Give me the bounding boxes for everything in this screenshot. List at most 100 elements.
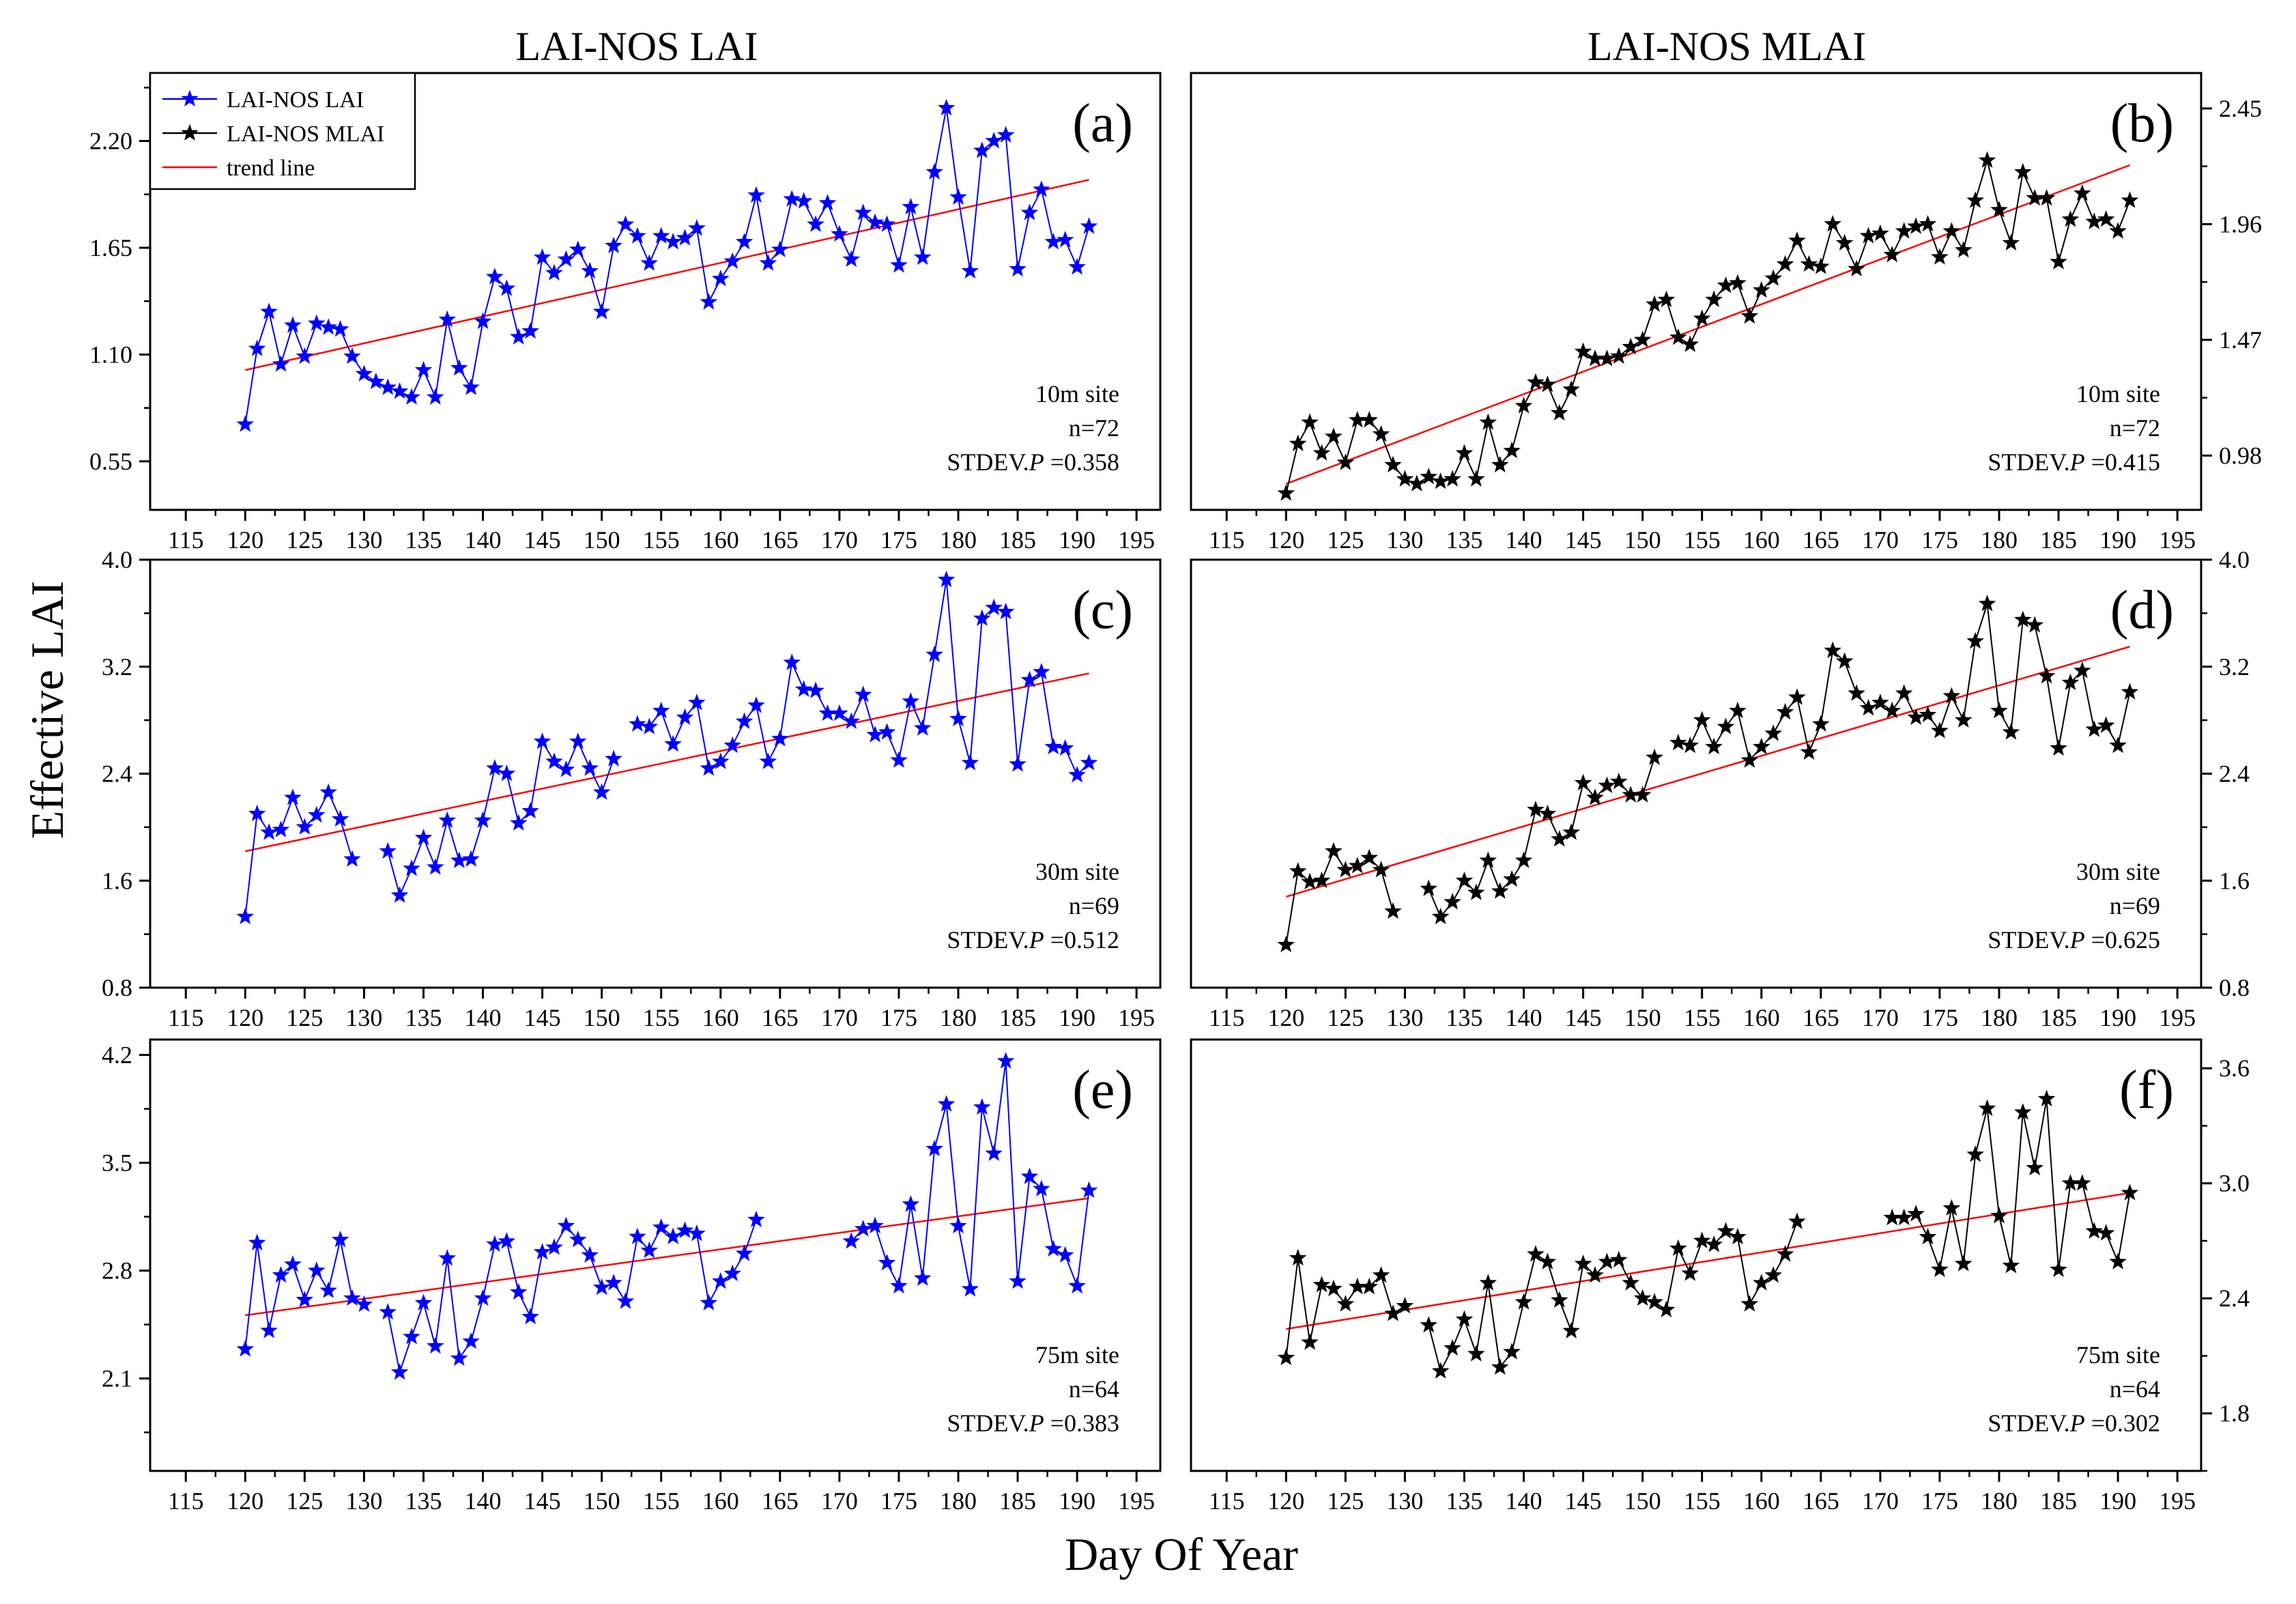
data-point (1503, 870, 1521, 887)
x-tick-label: 135 (1446, 1004, 1482, 1031)
data-point (533, 248, 551, 266)
data-point (735, 233, 754, 250)
data-point (498, 1232, 516, 1249)
data-point (1835, 233, 1854, 250)
data-point (831, 704, 848, 721)
data-point (1455, 871, 1474, 889)
data-point (533, 732, 551, 749)
data-point (379, 842, 397, 859)
data-point (1931, 1260, 1949, 1277)
data-point (2121, 191, 2139, 208)
x-tick-label: 145 (524, 526, 561, 554)
data-point (427, 1336, 444, 1354)
data-point (1301, 1333, 1319, 1350)
x-tick-label: 175 (1921, 1487, 1958, 1515)
x-tick-label: 165 (762, 1487, 799, 1515)
data-point (1360, 1277, 1378, 1295)
data-point (1044, 737, 1063, 755)
data-point (2050, 1260, 2067, 1277)
panel-label: (a) (1072, 94, 1133, 154)
data-point (1812, 715, 1830, 732)
data-point (914, 1269, 932, 1286)
data-point (2002, 723, 2020, 740)
data-point (1312, 871, 1331, 889)
x-tick-label: 190 (2099, 1004, 2136, 1031)
data-point (355, 1295, 373, 1313)
data-point (759, 254, 777, 271)
data-point (450, 358, 468, 376)
y-tick-label: 4.0 (102, 546, 132, 573)
data-point (842, 250, 861, 267)
data-point (2085, 720, 2104, 737)
data-point (1360, 848, 1378, 865)
data-point (2026, 1158, 2043, 1176)
data-point (1717, 276, 1735, 293)
data-point (450, 1349, 468, 1366)
data-point (996, 1052, 1015, 1069)
data-point (438, 1249, 457, 1266)
data-point (1503, 442, 1521, 459)
data-point (1942, 222, 1961, 239)
x-tick-label: 185 (999, 526, 1036, 554)
data-point (1966, 1145, 1984, 1162)
x-tick-label: 175 (880, 1004, 917, 1031)
x-tick-label: 135 (405, 1004, 442, 1031)
data-point (1764, 269, 1782, 286)
data-point (771, 240, 789, 257)
data-point (1325, 1279, 1343, 1297)
data-point (1966, 191, 1984, 208)
series-line (244, 790, 353, 917)
x-tick-label: 185 (2040, 1487, 2077, 1515)
data-point (510, 814, 528, 831)
trend-line (1286, 1192, 2130, 1330)
data-point (390, 886, 409, 903)
data-point (1598, 776, 1616, 793)
data-point (1586, 1266, 1604, 1283)
x-tick-label: 160 (702, 1004, 739, 1031)
x-tick-label: 180 (940, 1487, 977, 1515)
data-point (640, 254, 659, 271)
data-point (1978, 1099, 1996, 1116)
data-point (2026, 616, 2043, 633)
data-point (961, 261, 979, 278)
data-point (248, 339, 266, 356)
data-point (1312, 1276, 1331, 1293)
data-point (1538, 1252, 1557, 1270)
data-point (818, 194, 837, 211)
data-point (890, 1276, 908, 1294)
x-tick-label: 195 (1118, 526, 1155, 554)
data-point (985, 599, 1003, 616)
x-tick-label: 155 (643, 1004, 680, 1031)
data-point (1907, 217, 1925, 234)
data-point (2050, 253, 2067, 270)
data-point (557, 1216, 575, 1233)
data-point (403, 859, 420, 876)
data-point (1848, 684, 1865, 701)
data-point (1919, 705, 1937, 723)
data-point (319, 318, 337, 335)
data-point (355, 364, 373, 382)
plot-frame-b (1190, 72, 2202, 511)
data-point (842, 712, 861, 729)
data-point (1610, 772, 1628, 790)
data-point (2073, 661, 2091, 678)
data-point (521, 1307, 539, 1325)
data-point (1859, 227, 1878, 244)
data-point (1646, 748, 1663, 765)
site-label: 75m site (2076, 1341, 2160, 1369)
data-point (1942, 687, 1961, 704)
data-point (890, 751, 908, 768)
data-point (925, 645, 943, 662)
data-point (1907, 1205, 1925, 1222)
data-point (1515, 851, 1533, 868)
data-point (629, 1227, 646, 1244)
data-point (1669, 733, 1687, 751)
data-point (1705, 737, 1723, 755)
data-point (605, 749, 622, 767)
data-point (2061, 673, 2080, 691)
data-point (1586, 788, 1604, 805)
y-tick-label: 1.96 (2219, 210, 2262, 238)
data-point (1277, 935, 1295, 953)
data-point (284, 1255, 302, 1272)
data-point (1301, 413, 1319, 430)
